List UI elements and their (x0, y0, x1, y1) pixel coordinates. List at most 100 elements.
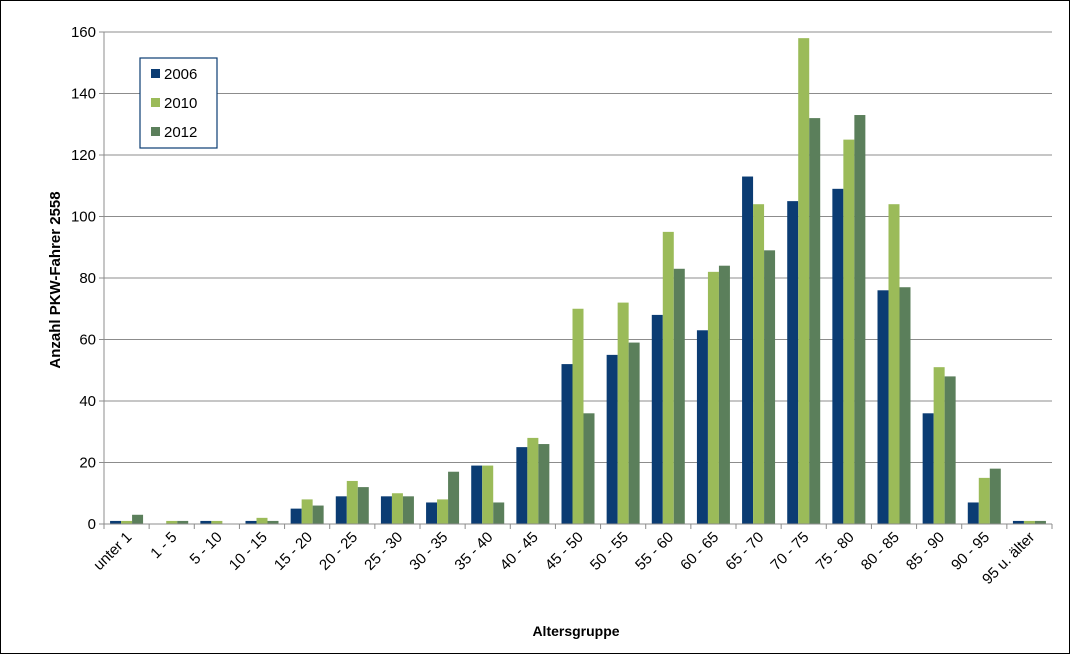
y-tick-label: 40 (79, 393, 96, 410)
bar-2012-16 (854, 115, 866, 525)
y-axis-title: Anzahl PKW-Fahrer 2558 (47, 191, 64, 368)
x-tick-label: 15 - 20 (271, 529, 316, 574)
y-tick-label: 60 (79, 332, 96, 349)
legend-swatch-2006 (151, 69, 160, 78)
bar-2006-13 (696, 330, 708, 524)
bar-2012-1 (177, 520, 189, 524)
bar-2006-0 (110, 520, 122, 524)
bar-2012-3 (267, 520, 279, 524)
x-tick-label: 65 - 70 (722, 529, 767, 574)
legend: 2006 2010 2012 (139, 57, 218, 149)
bar-2012-7 (448, 471, 460, 524)
bar-2010-11 (617, 302, 629, 524)
bar-2012-8 (493, 502, 505, 524)
x-tick-label: 85 - 90 (903, 529, 948, 574)
x-axis-label: Altersgruppe (532, 623, 619, 639)
x-tick-label: 25 - 30 (361, 529, 406, 574)
x-tick-label: 30 - 35 (406, 529, 451, 574)
y-tick-label: 140 (71, 86, 96, 103)
x-tick-label: 50 - 55 (587, 529, 632, 574)
x-tick-label: 60 - 65 (677, 529, 722, 574)
bar-2006-5 (335, 496, 347, 524)
bar-2006-8 (471, 465, 483, 524)
bar-2006-16 (832, 188, 844, 524)
bar-2012-13 (718, 265, 730, 524)
legend-swatch-2010 (151, 98, 160, 107)
bar-2010-14 (753, 204, 765, 524)
bar-2012-4 (312, 505, 324, 524)
bar-2006-3 (245, 520, 257, 524)
bar-2012-18 (944, 376, 956, 524)
bar-2006-15 (787, 201, 799, 524)
x-tick-label: 70 - 75 (767, 529, 812, 574)
legend-swatch-2012 (151, 127, 160, 136)
bar-2010-1 (166, 520, 178, 524)
bar-2010-20 (1023, 520, 1035, 524)
bar-2006-9 (516, 447, 528, 524)
bar-2012-19 (989, 468, 1001, 524)
bar-2006-7 (426, 502, 438, 524)
bar-2006-12 (651, 314, 663, 524)
y-tick-label: 120 (71, 147, 96, 164)
bar-2012-11 (628, 342, 640, 524)
bar-2006-18 (922, 413, 934, 524)
bars (110, 38, 1046, 525)
x-tick-label: 75 - 80 (813, 529, 858, 574)
bar-2006-10 (561, 364, 573, 524)
bar-2012-0 (132, 514, 144, 524)
x-tick-label: 90 - 95 (948, 529, 993, 574)
bar-2006-19 (967, 502, 979, 524)
x-tick-label: 80 - 85 (858, 529, 903, 574)
bar-2012-10 (583, 413, 595, 524)
bar-2010-4 (301, 499, 313, 524)
bar-2010-7 (437, 499, 449, 524)
bar-2012-17 (899, 287, 911, 524)
bar-2010-17 (888, 204, 900, 524)
x-tick-label: 1 - 5 (147, 529, 180, 562)
bar-2012-5 (357, 487, 369, 524)
bar-2010-16 (843, 139, 855, 524)
bar-2010-13 (707, 271, 719, 524)
y-tick-label: 0 (88, 516, 96, 533)
y-tick-label: 160 (71, 24, 96, 41)
bar-2006-11 (606, 354, 618, 524)
y-tick-label: 20 (79, 455, 96, 472)
bar-2010-9 (527, 437, 539, 524)
bar-2006-6 (380, 496, 392, 524)
bar-2010-8 (482, 465, 494, 524)
bar-2012-14 (764, 250, 776, 524)
bar-2010-2 (211, 520, 223, 524)
x-tick-label: 55 - 60 (632, 529, 677, 574)
x-tick-label: unter 1 (90, 529, 135, 574)
y-axis-label: Anzahl PKW-Fahrer 2558 (47, 191, 64, 368)
bar-2010-5 (346, 480, 358, 524)
bar-2010-6 (391, 493, 403, 524)
x-tick-label: 35 - 40 (451, 529, 496, 574)
axes (103, 32, 1053, 529)
x-tick-label: 40 - 45 (497, 529, 542, 574)
x-tick-label: 20 - 25 (316, 529, 361, 574)
legend-label: 2010 (164, 95, 197, 112)
bar-2010-12 (662, 231, 674, 524)
bar-2010-18 (933, 367, 945, 524)
bar-2006-2 (200, 520, 212, 524)
bar-2010-3 (256, 517, 268, 524)
bar-2010-0 (121, 520, 133, 524)
x-tick-label: 45 - 50 (542, 529, 587, 574)
bar-2012-20 (1034, 520, 1046, 524)
bar-2012-15 (809, 118, 821, 524)
bar-2012-6 (402, 496, 414, 524)
bar-2006-17 (877, 290, 889, 524)
x-tick-label: 5 - 10 (187, 529, 226, 568)
bar-2010-19 (978, 477, 990, 524)
bar-2006-4 (290, 508, 302, 524)
bar-2010-10 (572, 308, 584, 524)
bar-2010-15 (798, 38, 810, 525)
y-tick-label: 80 (79, 270, 96, 287)
legend-label: 2012 (164, 124, 197, 141)
bar-2012-12 (673, 268, 685, 524)
bar-2006-14 (742, 176, 754, 524)
y-tick-labels: 0 20 40 60 80 100 120 140 160 (71, 24, 96, 533)
